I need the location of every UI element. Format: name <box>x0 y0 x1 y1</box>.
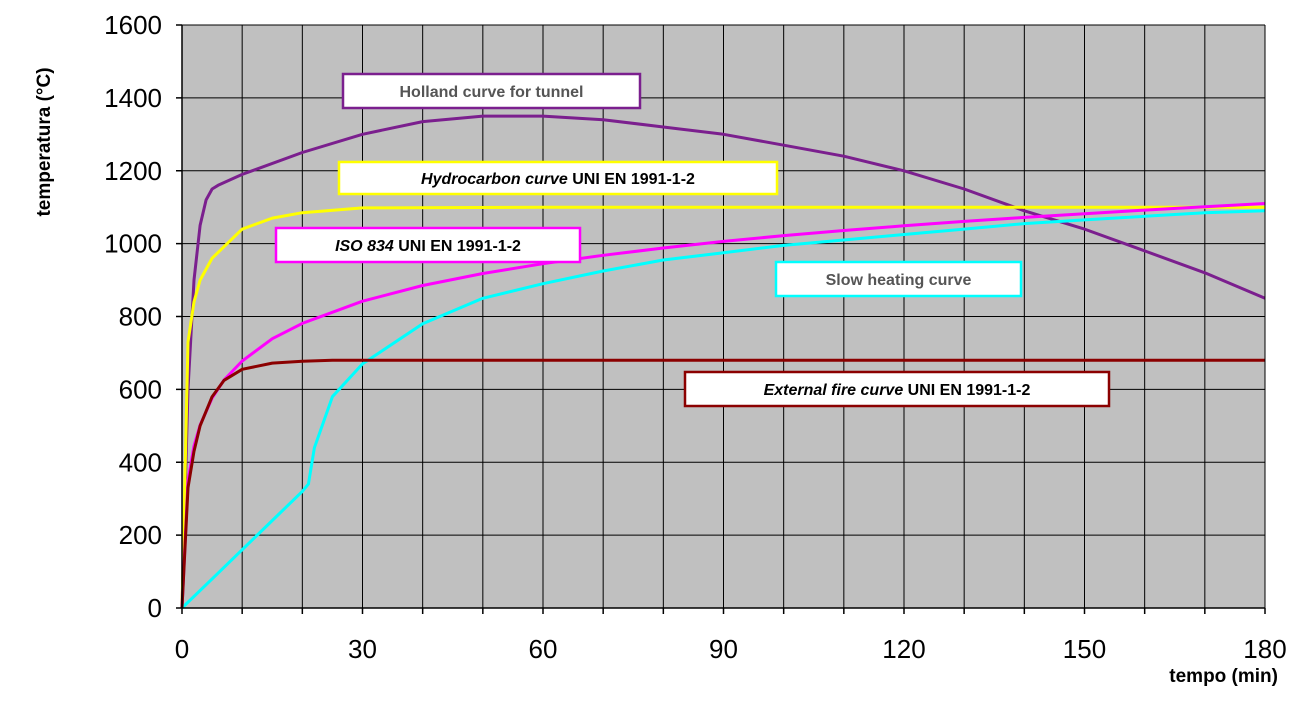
series-layer <box>180 114 1266 610</box>
y-tick-label: 800 <box>119 302 162 332</box>
y-tick-label: 0 <box>148 593 162 623</box>
y-tick-label: 200 <box>119 520 162 550</box>
axes: 0 200 400 600 800 1000 1200 1400 1600 0 30 60 90 120 1… <box>104 10 1287 664</box>
series-label-iso834: ISO 834 UNI EN 1991-1-2 <box>335 238 521 255</box>
series-label-slow: Slow heating curve <box>826 272 972 289</box>
series-line-external <box>180 358 1265 609</box>
y-axis-title: temperatura (°C) <box>34 67 55 216</box>
y-tick-label: 1000 <box>104 229 162 259</box>
series-label-box-slow <box>774 260 1023 298</box>
y-tick-label: 600 <box>119 374 162 404</box>
series-label-holland: Holland curve for tunnel <box>399 84 583 101</box>
x-tick-label: 150 <box>1063 634 1106 664</box>
x-axis-title: tempo (min) <box>1169 666 1278 687</box>
x-tick-label: 120 <box>882 634 925 664</box>
series-label-box-holland <box>341 72 642 110</box>
series-label-external: External fire curve UNI EN 1991-1-2 <box>764 382 1031 399</box>
series-label-hydrocarbon: Hydrocarbon curve UNI EN 1991-1-2 <box>421 171 695 188</box>
series-line-slow <box>180 209 1266 610</box>
y-tick-label: 400 <box>119 447 162 477</box>
series-line-holland <box>180 114 1266 609</box>
x-tick-label: 60 <box>529 634 558 664</box>
series-label-box-hydrocarbon <box>337 160 779 196</box>
series-label-box-iso834 <box>274 226 582 264</box>
series-label-box-external <box>683 370 1111 408</box>
y-tick-label: 1600 <box>104 10 162 40</box>
x-tick-label: 180 <box>1243 634 1286 664</box>
series-line-hydrocarbon <box>180 205 1265 609</box>
x-tick-label: 0 <box>175 634 189 664</box>
x-tick-label: 90 <box>709 634 738 664</box>
series-labels: Holland curve for tunnel Hydrocarbon curv… <box>274 72 1111 408</box>
y-tick-label: 1200 <box>104 156 162 186</box>
y-tick-label: 1400 <box>104 83 162 113</box>
x-tick-label: 30 <box>348 634 377 664</box>
